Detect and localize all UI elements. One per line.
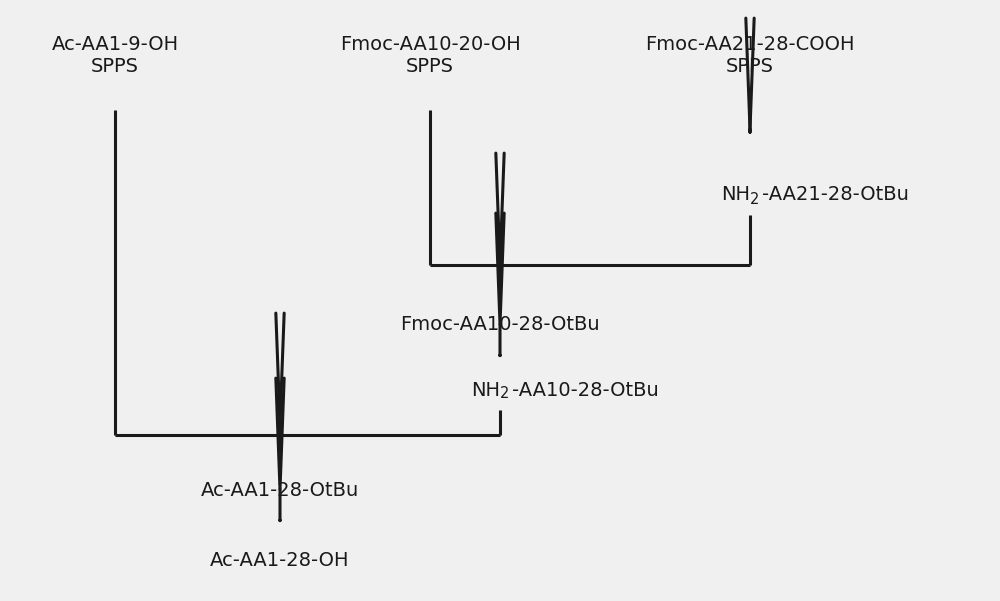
Text: Fmoc-AA21-28-COOH
SPPS: Fmoc-AA21-28-COOH SPPS bbox=[645, 34, 855, 76]
Text: 2: 2 bbox=[750, 192, 759, 207]
Text: NH: NH bbox=[721, 186, 750, 204]
Text: Fmoc-AA10-20-OH
SPPS: Fmoc-AA10-20-OH SPPS bbox=[340, 34, 520, 76]
Text: NH: NH bbox=[471, 380, 500, 400]
Text: Ac-AA1-28-OH: Ac-AA1-28-OH bbox=[210, 551, 350, 570]
Text: 2: 2 bbox=[500, 386, 509, 401]
Text: -AA21-28-OtBu: -AA21-28-OtBu bbox=[762, 186, 909, 204]
Text: Ac-AA1-28-OtBu: Ac-AA1-28-OtBu bbox=[201, 481, 359, 499]
Text: Fmoc-AA10-28-OtBu: Fmoc-AA10-28-OtBu bbox=[400, 316, 600, 335]
Text: Ac-AA1-9-OH
SPPS: Ac-AA1-9-OH SPPS bbox=[51, 34, 179, 76]
Text: -AA10-28-OtBu: -AA10-28-OtBu bbox=[512, 380, 659, 400]
